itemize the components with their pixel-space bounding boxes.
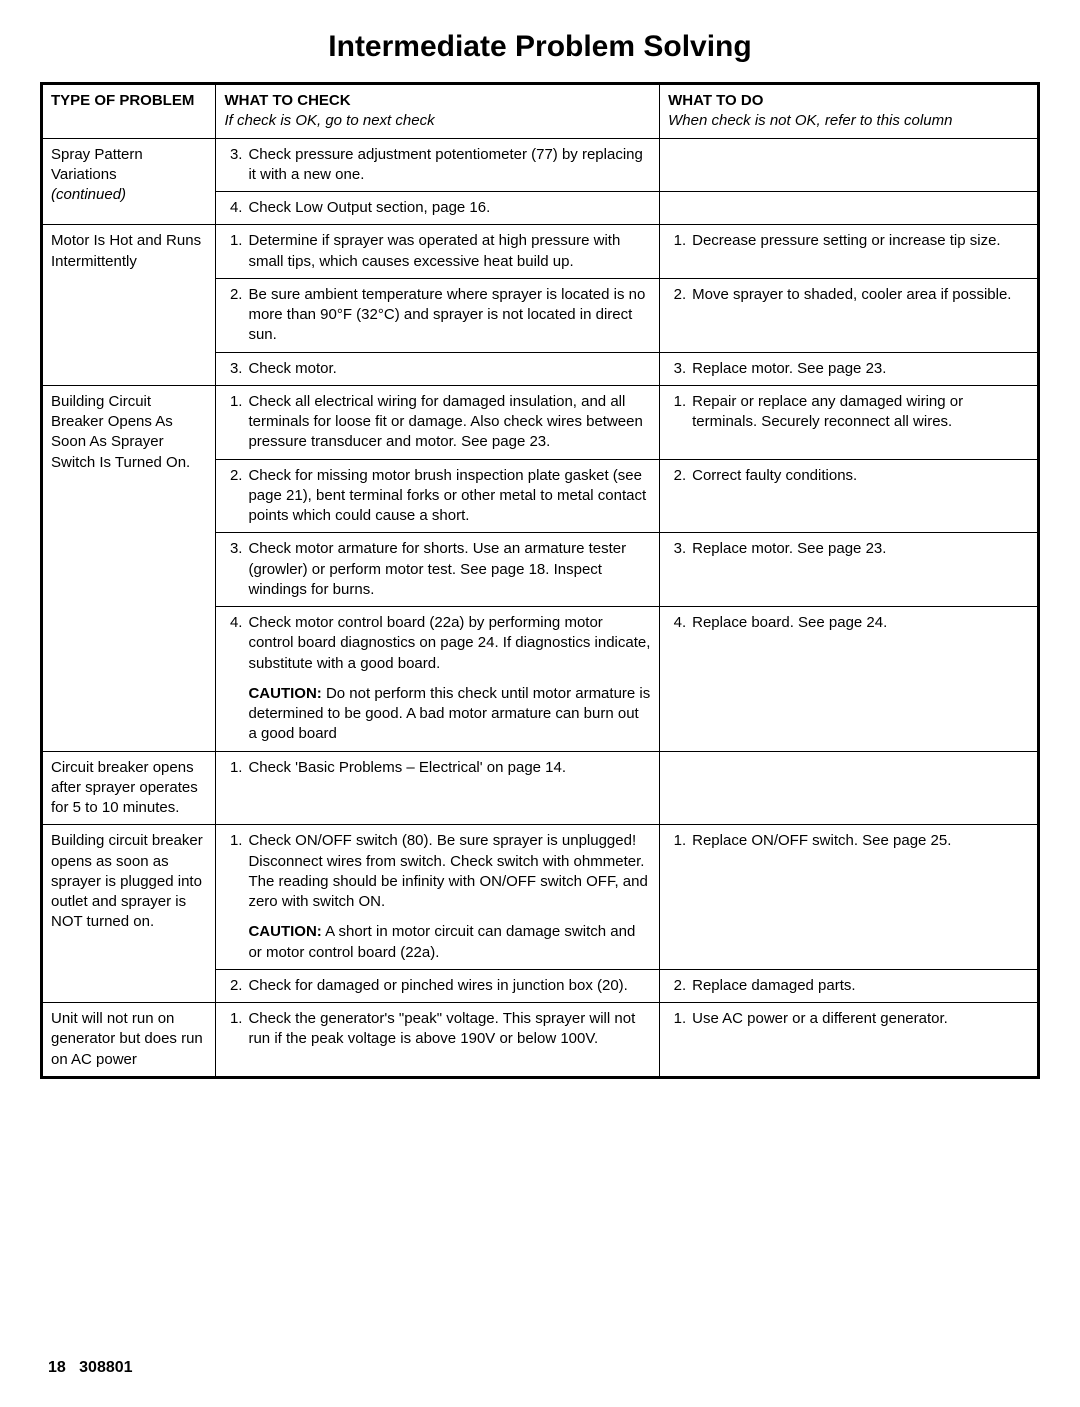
do-cell: 3.Replace motor. See page 23.: [660, 352, 1039, 385]
check-cell: 3.Check motor.: [216, 352, 660, 385]
do-cell: 1.Decrease pressure setting or increase …: [660, 225, 1039, 279]
do-cell: 1.Repair or replace any damaged wiring o…: [660, 385, 1039, 459]
do-cell: 2.Correct faulty conditions.: [660, 459, 1039, 533]
check-cell: 1.Check 'Basic Problems – Electrical' on…: [216, 751, 660, 825]
do-cell: 2.Replace damaged parts.: [660, 969, 1039, 1002]
check-cell: 1.Check ON/OFF switch (80). Be sure spra…: [216, 825, 660, 970]
check-cell: 1.Check all electrical wiring for damage…: [216, 385, 660, 459]
problem-cell: Motor Is Hot and Runs Intermittently: [42, 225, 216, 386]
do-cell: [660, 192, 1039, 225]
do-cell: 1.Use AC power or a different generator.: [660, 1003, 1039, 1078]
check-cell: 1.Check the generator's "peak" voltage. …: [216, 1003, 660, 1078]
do-cell: [660, 751, 1039, 825]
header-do: WHAT TO DO When check is not OK, refer t…: [660, 84, 1039, 139]
check-cell: 2.Check for damaged or pinched wires in …: [216, 969, 660, 1002]
problem-cell: Circuit breaker opens after sprayer oper…: [42, 751, 216, 825]
check-cell: 2.Check for missing motor brush inspecti…: [216, 459, 660, 533]
check-cell: 3.Check pressure adjustment potentiomete…: [216, 138, 660, 192]
check-cell: 3.Check motor armature for shorts. Use a…: [216, 533, 660, 607]
do-cell: 2.Move sprayer to shaded, cooler area if…: [660, 278, 1039, 352]
do-cell: 1.Replace ON/OFF switch. See page 25.: [660, 825, 1039, 970]
check-cell: 4.Check motor control board (22a) by per…: [216, 607, 660, 752]
do-cell: [660, 138, 1039, 192]
troubleshooting-table: TYPE OF PROBLEM WHAT TO CHECK If check i…: [40, 82, 1040, 1079]
problem-cell: Building Circuit Breaker Opens As Soon A…: [42, 385, 216, 751]
do-cell: 3.Replace motor. See page 23.: [660, 533, 1039, 607]
problem-cell: Building circuit breaker opens as soon a…: [42, 825, 216, 1003]
problem-cell: Spray Pattern Variations (continued): [42, 138, 216, 225]
check-cell: 4.Check Low Output section, page 16.: [216, 192, 660, 225]
header-problem: TYPE OF PROBLEM: [42, 84, 216, 139]
header-check: WHAT TO CHECK If check is OK, go to next…: [216, 84, 660, 139]
check-cell: 1.Determine if sprayer was operated at h…: [216, 225, 660, 279]
problem-cell: Unit will not run on generator but does …: [42, 1003, 216, 1078]
page-footer: 18 308801: [40, 1359, 1040, 1377]
check-cell: 2.Be sure ambient temperature where spra…: [216, 278, 660, 352]
do-cell: 4.Replace board. See page 24.: [660, 607, 1039, 752]
page-title: Intermediate Problem Solving: [40, 30, 1040, 64]
